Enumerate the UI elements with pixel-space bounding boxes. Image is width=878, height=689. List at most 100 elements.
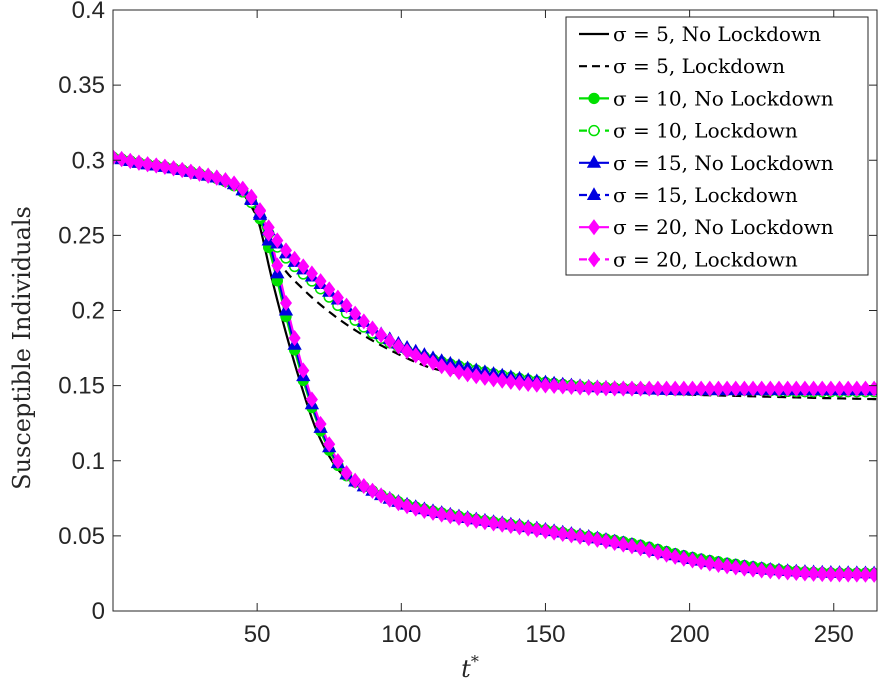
- series-marker-8: [824, 380, 837, 397]
- series-marker-8: [444, 361, 457, 378]
- series-marker-7: [625, 538, 638, 555]
- plot-area: [113, 149, 877, 583]
- series-marker-7: [478, 514, 491, 531]
- y-tick-label: 0.05: [58, 523, 105, 550]
- series-marker-7: [271, 257, 284, 274]
- series-marker-7: [868, 566, 877, 583]
- series-marker-8: [816, 380, 829, 397]
- y-tick-label: 0: [92, 598, 105, 625]
- legend-label: σ = 15, Lockdown: [613, 183, 798, 207]
- series-marker-8: [850, 380, 863, 397]
- series-marker-8: [738, 380, 751, 397]
- series-marker-8: [158, 158, 171, 175]
- series-marker-8: [167, 160, 180, 177]
- series-marker-8: [392, 338, 405, 355]
- series-marker-7: [470, 512, 483, 529]
- series-marker-7: [279, 294, 293, 312]
- series-marker-7: [565, 527, 578, 544]
- series-marker-8: [634, 380, 647, 397]
- legend-entry: σ = 5, Lockdown: [579, 54, 785, 78]
- series-marker-7: [496, 516, 509, 533]
- series-marker-8: [141, 156, 154, 173]
- series-marker-7: [392, 495, 405, 512]
- series-marker-8: [712, 380, 725, 397]
- series-marker-8: [522, 375, 535, 392]
- series-marker-7: [721, 558, 734, 575]
- legend: σ = 5, No Lockdown σ = 5, Lockdown σ = 10,…: [565, 16, 869, 276]
- series-marker-7: [435, 506, 448, 523]
- series-marker-7: [772, 563, 786, 580]
- series-marker-7: [504, 517, 517, 535]
- y-tick-label: 0.35: [58, 72, 105, 99]
- series-marker-8: [461, 366, 474, 383]
- series-marker-7: [375, 487, 388, 504]
- series-marker-7: [401, 498, 414, 515]
- series-marker-8: [375, 326, 388, 344]
- series-marker-8: [868, 380, 877, 397]
- series-marker-7: [703, 555, 716, 572]
- series-marker-8: [228, 175, 241, 192]
- series-marker-8: [530, 376, 543, 393]
- series-marker-7: [591, 531, 604, 548]
- legend-label: σ = 15, No Lockdown: [613, 151, 834, 175]
- legend-label: σ = 5, Lockdown: [613, 54, 785, 78]
- y-tick-label: 0.2: [72, 298, 105, 325]
- series-marker-7: [539, 523, 552, 540]
- legend-entry: σ = 15, No Lockdown: [579, 151, 834, 175]
- series-marker-8: [219, 172, 232, 189]
- series-marker-8: [271, 232, 284, 249]
- series-marker-7: [452, 509, 465, 526]
- series-marker-8: [366, 320, 379, 337]
- series-marker-8: [409, 347, 422, 364]
- series-marker-7: [418, 502, 431, 519]
- series-marker-8: [504, 373, 517, 390]
- series-marker-7: [305, 391, 318, 408]
- series-marker-8: [729, 380, 742, 397]
- x-tick-label: 50: [244, 621, 271, 648]
- series-marker-8: [651, 380, 664, 397]
- series-marker-7: [859, 566, 872, 583]
- series-marker-8: [608, 380, 621, 397]
- series-marker-8: [703, 380, 716, 397]
- series-marker-7: [634, 540, 647, 557]
- series-marker-8: [660, 380, 673, 397]
- series-marker-8: [193, 165, 206, 182]
- series-marker-7: [314, 415, 327, 432]
- legend-marker: [587, 219, 601, 236]
- series-marker-7: [755, 562, 768, 579]
- series-marker-8: [807, 380, 820, 397]
- series-marker-8: [721, 380, 734, 397]
- series-marker-7: [288, 330, 301, 347]
- series-marker-7: [513, 519, 526, 536]
- series-marker-7: [798, 565, 811, 582]
- series-marker-7: [747, 561, 760, 578]
- series-marker-8: [202, 167, 215, 184]
- series-marker-7: [340, 465, 353, 482]
- x-tick-label: 250: [814, 621, 854, 648]
- series-marker-7: [643, 542, 656, 559]
- y-tick-label: 0.15: [58, 373, 105, 400]
- series-marker-8: [184, 163, 197, 180]
- series-marker-7: [556, 525, 569, 543]
- series-marker-7: [833, 566, 846, 583]
- series-marker-8: [548, 377, 561, 395]
- x-tick-label: 200: [670, 621, 710, 648]
- series-marker-7: [842, 566, 855, 583]
- series-marker-8: [539, 377, 552, 394]
- y-tick-label: 0.4: [72, 0, 105, 24]
- series-marker-8: [582, 379, 595, 396]
- series-marker-7: [738, 560, 751, 577]
- series-marker-7: [574, 528, 587, 545]
- series-marker-7: [582, 530, 595, 547]
- series-marker-7: [850, 566, 863, 583]
- series-marker-8: [340, 297, 353, 314]
- series-marker-7: [599, 533, 613, 550]
- y-tick-label: 0.1: [72, 448, 105, 475]
- legend-label: σ = 20, Lockdown: [613, 247, 798, 271]
- series-marker-7: [366, 482, 379, 499]
- series-marker-8: [124, 152, 137, 169]
- legend-marker: [587, 251, 601, 268]
- series-marker-8: [747, 380, 760, 397]
- series-marker-7: [530, 521, 543, 538]
- series-marker-8: [254, 202, 267, 219]
